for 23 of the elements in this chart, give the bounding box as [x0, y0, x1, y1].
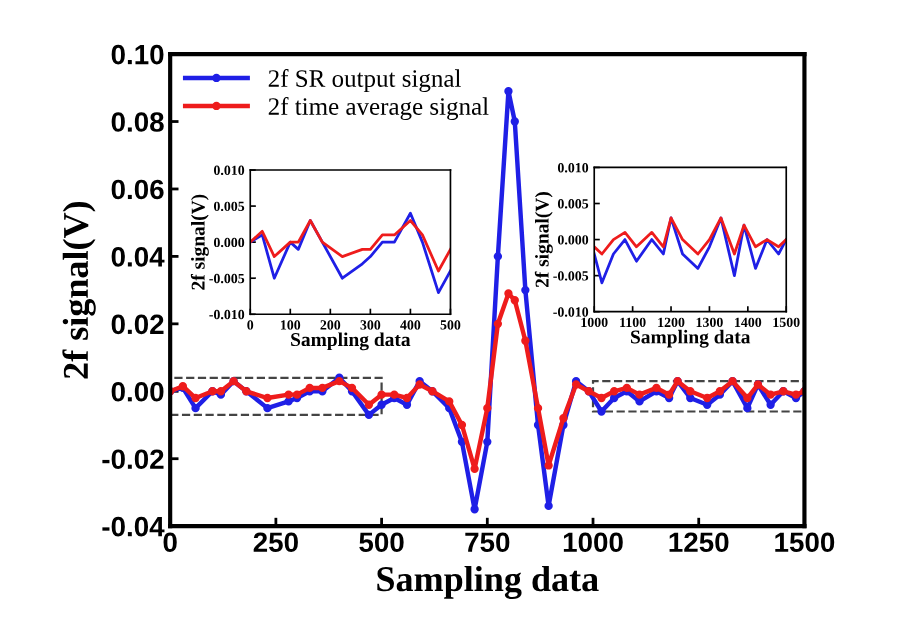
x-tick-label: 750: [465, 532, 510, 553]
y-axis-title: 2f signal(V): [534, 192, 553, 288]
x-axis-title: Sampling data: [631, 329, 751, 348]
y-tick-label: 0.02: [111, 314, 164, 335]
legend-label: 2f SR output signal: [268, 69, 461, 93]
y-tick-label: -0.02: [102, 449, 164, 470]
y-tick-label: 0.00: [111, 381, 164, 402]
y-axis-title: 2f signal(V): [62, 201, 96, 379]
x-tick-label: 250: [253, 532, 298, 553]
x-tick-label: 0: [163, 532, 177, 553]
legend-label: 2f time average signal: [268, 97, 489, 121]
x-axis-title: Sampling data: [291, 332, 411, 351]
y-tick-label: -0.04: [102, 516, 165, 537]
y-tick-label: 0.04: [111, 247, 165, 267]
y-tick-label: 0.08: [111, 112, 164, 132]
x-tick-label: 500: [359, 532, 404, 553]
x-tick-label: 1500: [775, 532, 835, 553]
y-tick-label: 0.10: [111, 44, 164, 65]
y-tick-label: 0.06: [111, 179, 164, 200]
y-axis-title: 2f signal(V): [190, 194, 209, 290]
x-tick-label: 1000: [563, 532, 623, 553]
x-tick-label: 1250: [669, 532, 729, 553]
x-axis-title: Sampling data: [377, 565, 599, 599]
